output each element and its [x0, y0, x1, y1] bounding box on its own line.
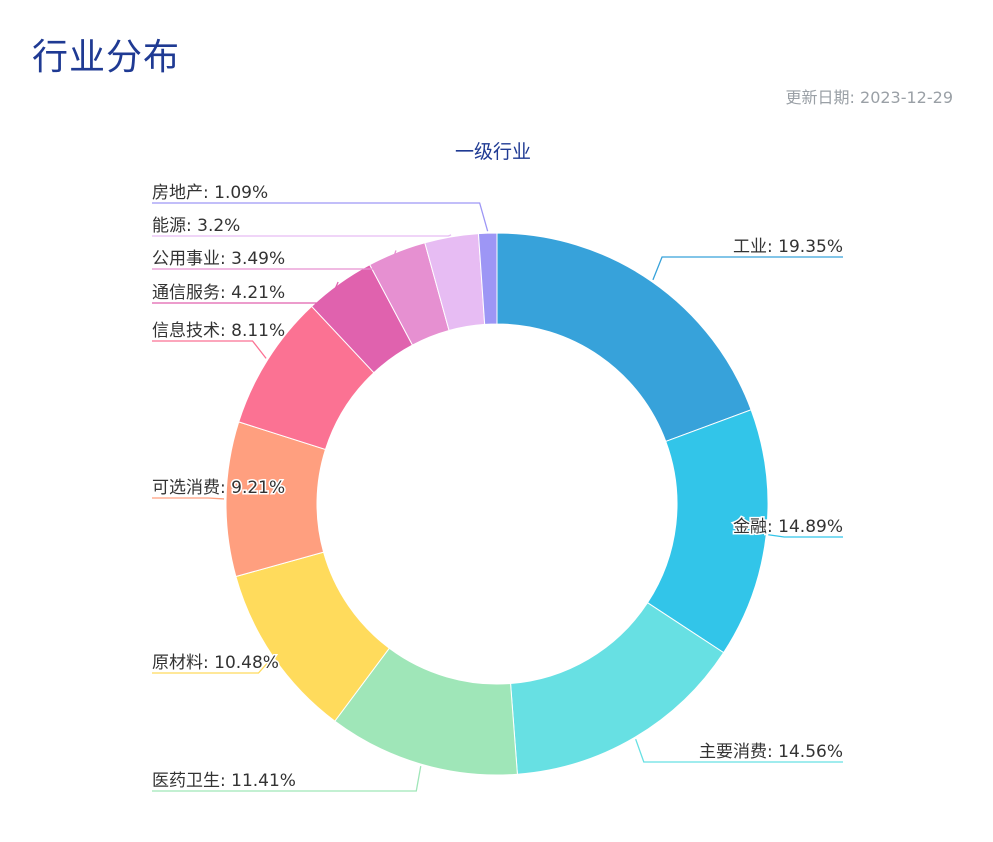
- leader-line-6: [152, 340, 267, 359]
- slice-10: [477, 232, 498, 325]
- slice-0: [496, 232, 752, 443]
- slice-label-2: 主要消费: 14.56%: [699, 742, 843, 762]
- slice-label-10: 房地产: 1.09%: [152, 183, 268, 203]
- slice-label-9: 能源: 3.2%: [152, 216, 240, 236]
- slice-label-4: 原材料: 10.48%: [152, 653, 279, 673]
- page-title: 行业分布: [32, 37, 181, 78]
- slice-label-3: 医药卫生: 11.41%: [152, 771, 296, 791]
- leader-line-0: [652, 256, 843, 281]
- leader-line-9: [152, 234, 452, 237]
- chart-slices: [225, 232, 769, 776]
- leader-line-5: [152, 497, 225, 500]
- slice-label-6: 信息技术: 8.11%: [152, 321, 285, 341]
- leader-line-1: [768, 534, 843, 538]
- leader-line-4: [152, 657, 273, 674]
- slice-label-0: 工业: 19.35%: [733, 237, 843, 257]
- slice-label-5: 可选消费: 9.21%: [152, 478, 285, 498]
- slice-label-1: 金融: 14.89%: [733, 517, 843, 537]
- leader-line-8: [152, 250, 397, 270]
- chart-title: 一级行业: [455, 141, 531, 163]
- leader-line-7: [152, 281, 339, 304]
- leader-line-2: [635, 738, 843, 763]
- chart-labels: 工业: 19.35% 金融: 14.89% 主要消费: 14.56% 医药卫生: 11…: [151, 182, 845, 793]
- leader-line-10: [152, 202, 489, 232]
- leader-line-3: [152, 766, 422, 792]
- update-date: 更新日期: 2023-12-29: [785, 88, 953, 107]
- slice-label-7: 通信服务: 4.21%: [152, 283, 285, 303]
- slice-label-8: 公用事业: 3.49%: [152, 249, 285, 269]
- chart-label-lines: [152, 202, 843, 792]
